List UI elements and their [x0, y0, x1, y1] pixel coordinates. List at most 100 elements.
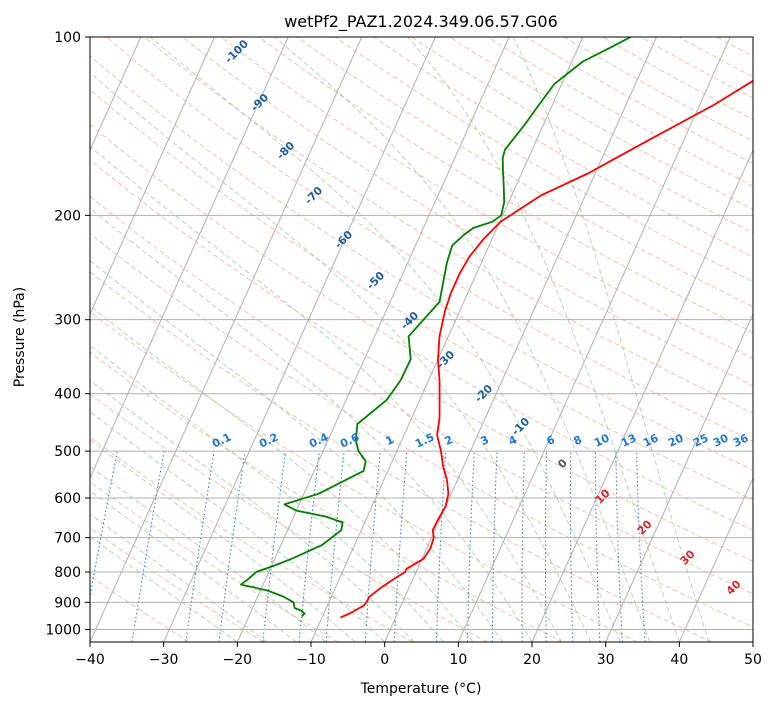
dry-adiabat	[755, 37, 775, 642]
isotherm-label: 30	[678, 547, 698, 567]
dry-adiabat	[90, 159, 753, 563]
x-tick-label: 20	[523, 652, 541, 668]
moist-adiabat	[407, 37, 680, 642]
mixing-ratio-label: 25	[691, 431, 710, 449]
isotherm-gridline	[0, 37, 67, 642]
mixing-ratio-label: 16	[641, 431, 661, 449]
moist-adiabat	[90, 439, 356, 642]
x-tick-label: −30	[149, 652, 179, 668]
isotherm-label: -90	[248, 91, 271, 114]
mixing-ratio-line	[594, 451, 601, 642]
y-tick-label: 500	[54, 444, 81, 460]
mixing-ratio-line	[298, 451, 320, 642]
moist-adiabat	[274, 37, 651, 642]
y-tick-label: 900	[54, 595, 81, 611]
dry-adiabat	[373, 37, 753, 258]
mixing-ratio-line	[90, 451, 118, 599]
isotherm-label: -30	[434, 348, 457, 371]
x-tick-label: −40	[75, 652, 105, 668]
x-tick-label: 40	[670, 652, 688, 668]
mixing-ratio-label: 2	[443, 433, 455, 448]
dewpoint-profile	[240, 37, 632, 617]
dry-adiabat	[90, 271, 712, 642]
moist-adiabat	[90, 379, 415, 642]
isotherm-gridline	[678, 476, 753, 642]
mixing-ratio-label: 36	[731, 431, 751, 449]
moist-adiabat	[90, 305, 474, 642]
mixing-ratio-label: 1	[384, 433, 396, 448]
isotherm-gridline	[605, 312, 753, 642]
mixing-ratio-line	[636, 451, 646, 642]
y-tick-label: 100	[54, 30, 81, 46]
isotherm-gridline	[90, 37, 215, 316]
isotherm-label: 0	[555, 456, 570, 471]
dry-adiabat	[90, 195, 753, 595]
dry-adiabat	[334, 37, 753, 283]
isotherm-gridline	[90, 37, 363, 642]
x-tick-label: 0	[380, 652, 389, 668]
isotherm-gridline	[163, 37, 436, 642]
isotherm-gridline	[310, 37, 584, 642]
mixing-ratio-label: 0.2	[257, 431, 280, 451]
mixing-ratio-line	[615, 451, 623, 642]
dry-adiabat	[144, 37, 753, 414]
isotherm-label: 40	[724, 577, 744, 597]
dry-adiabat	[258, 37, 753, 333]
x-tick-label: −20	[223, 652, 253, 668]
dry-adiabat	[90, 436, 414, 642]
moist-adiabat	[149, 37, 621, 642]
mixing-ratio-label: 1.5	[413, 431, 436, 451]
dry-adiabat	[105, 37, 753, 442]
dry-adiabat	[90, 575, 190, 642]
y-axis-label: Pressure (hPa)	[12, 287, 28, 387]
dry-adiabat	[90, 310, 638, 642]
dry-adiabat	[716, 37, 753, 57]
mixing-ratio-line	[218, 451, 246, 642]
isotherm-gridline	[457, 37, 731, 642]
moist-adiabat	[90, 72, 592, 642]
y-tick-label: 700	[54, 531, 81, 547]
isotherm-label: -20	[472, 382, 495, 405]
y-tick-label: 200	[54, 208, 81, 224]
dry-adiabat	[90, 393, 488, 642]
axes: −40 −30 −20 −10 0 10 20 30 40 5010009008007006005…	[45, 30, 762, 668]
moist-adiabat	[90, 145, 562, 642]
mixing-ratio-line	[491, 451, 498, 642]
dry-adiabat	[90, 89, 753, 501]
dry-adiabat	[90, 481, 339, 642]
moist-adiabat	[512, 37, 710, 642]
x-tick-label: 30	[597, 652, 615, 668]
mixing-ratio-label: 30	[711, 431, 731, 449]
mixing-ratio-line	[435, 451, 447, 642]
dry-adiabat	[90, 55, 753, 471]
isotherm-gridline	[236, 37, 510, 642]
mixing-ratio-line	[570, 451, 574, 642]
dry-adiabat	[90, 123, 753, 531]
dry-adiabat	[487, 37, 753, 187]
y-tick-label: 400	[54, 387, 81, 403]
temperature-profile	[340, 79, 753, 619]
dry-adiabat	[525, 37, 753, 165]
mixing-ratio-line	[364, 451, 381, 642]
plot-area	[0, 37, 775, 642]
line-labels: -100-90-80-70-60-50-40-30-20-10010203040…	[210, 37, 751, 598]
isotherm-gridline	[752, 640, 753, 642]
moist-adiabat	[90, 535, 238, 642]
x-tick-label: 50	[744, 652, 762, 668]
moist-adiabat	[90, 207, 533, 642]
mixing-ratio-label: 10	[592, 431, 612, 449]
isotherm-label: 20	[635, 517, 655, 537]
mixing-ratio-line	[262, 451, 287, 642]
mixing-ratio-label: 3	[479, 433, 491, 448]
moist-adiabat	[90, 411, 386, 642]
chart-title: wetPf2_PAZ1.2024.349.06.57.G06	[284, 12, 558, 32]
isotherm-gridline	[90, 37, 289, 480]
dry-adiabat	[90, 527, 264, 642]
x-axis-label: Temperature (°C)	[360, 681, 482, 697]
dry-adiabat	[296, 37, 753, 308]
mixing-ratio-line	[521, 451, 525, 642]
mixing-ratio-line	[185, 451, 215, 642]
y-tick-label: 800	[54, 565, 81, 581]
mixing-ratio-label: 20	[666, 431, 686, 449]
